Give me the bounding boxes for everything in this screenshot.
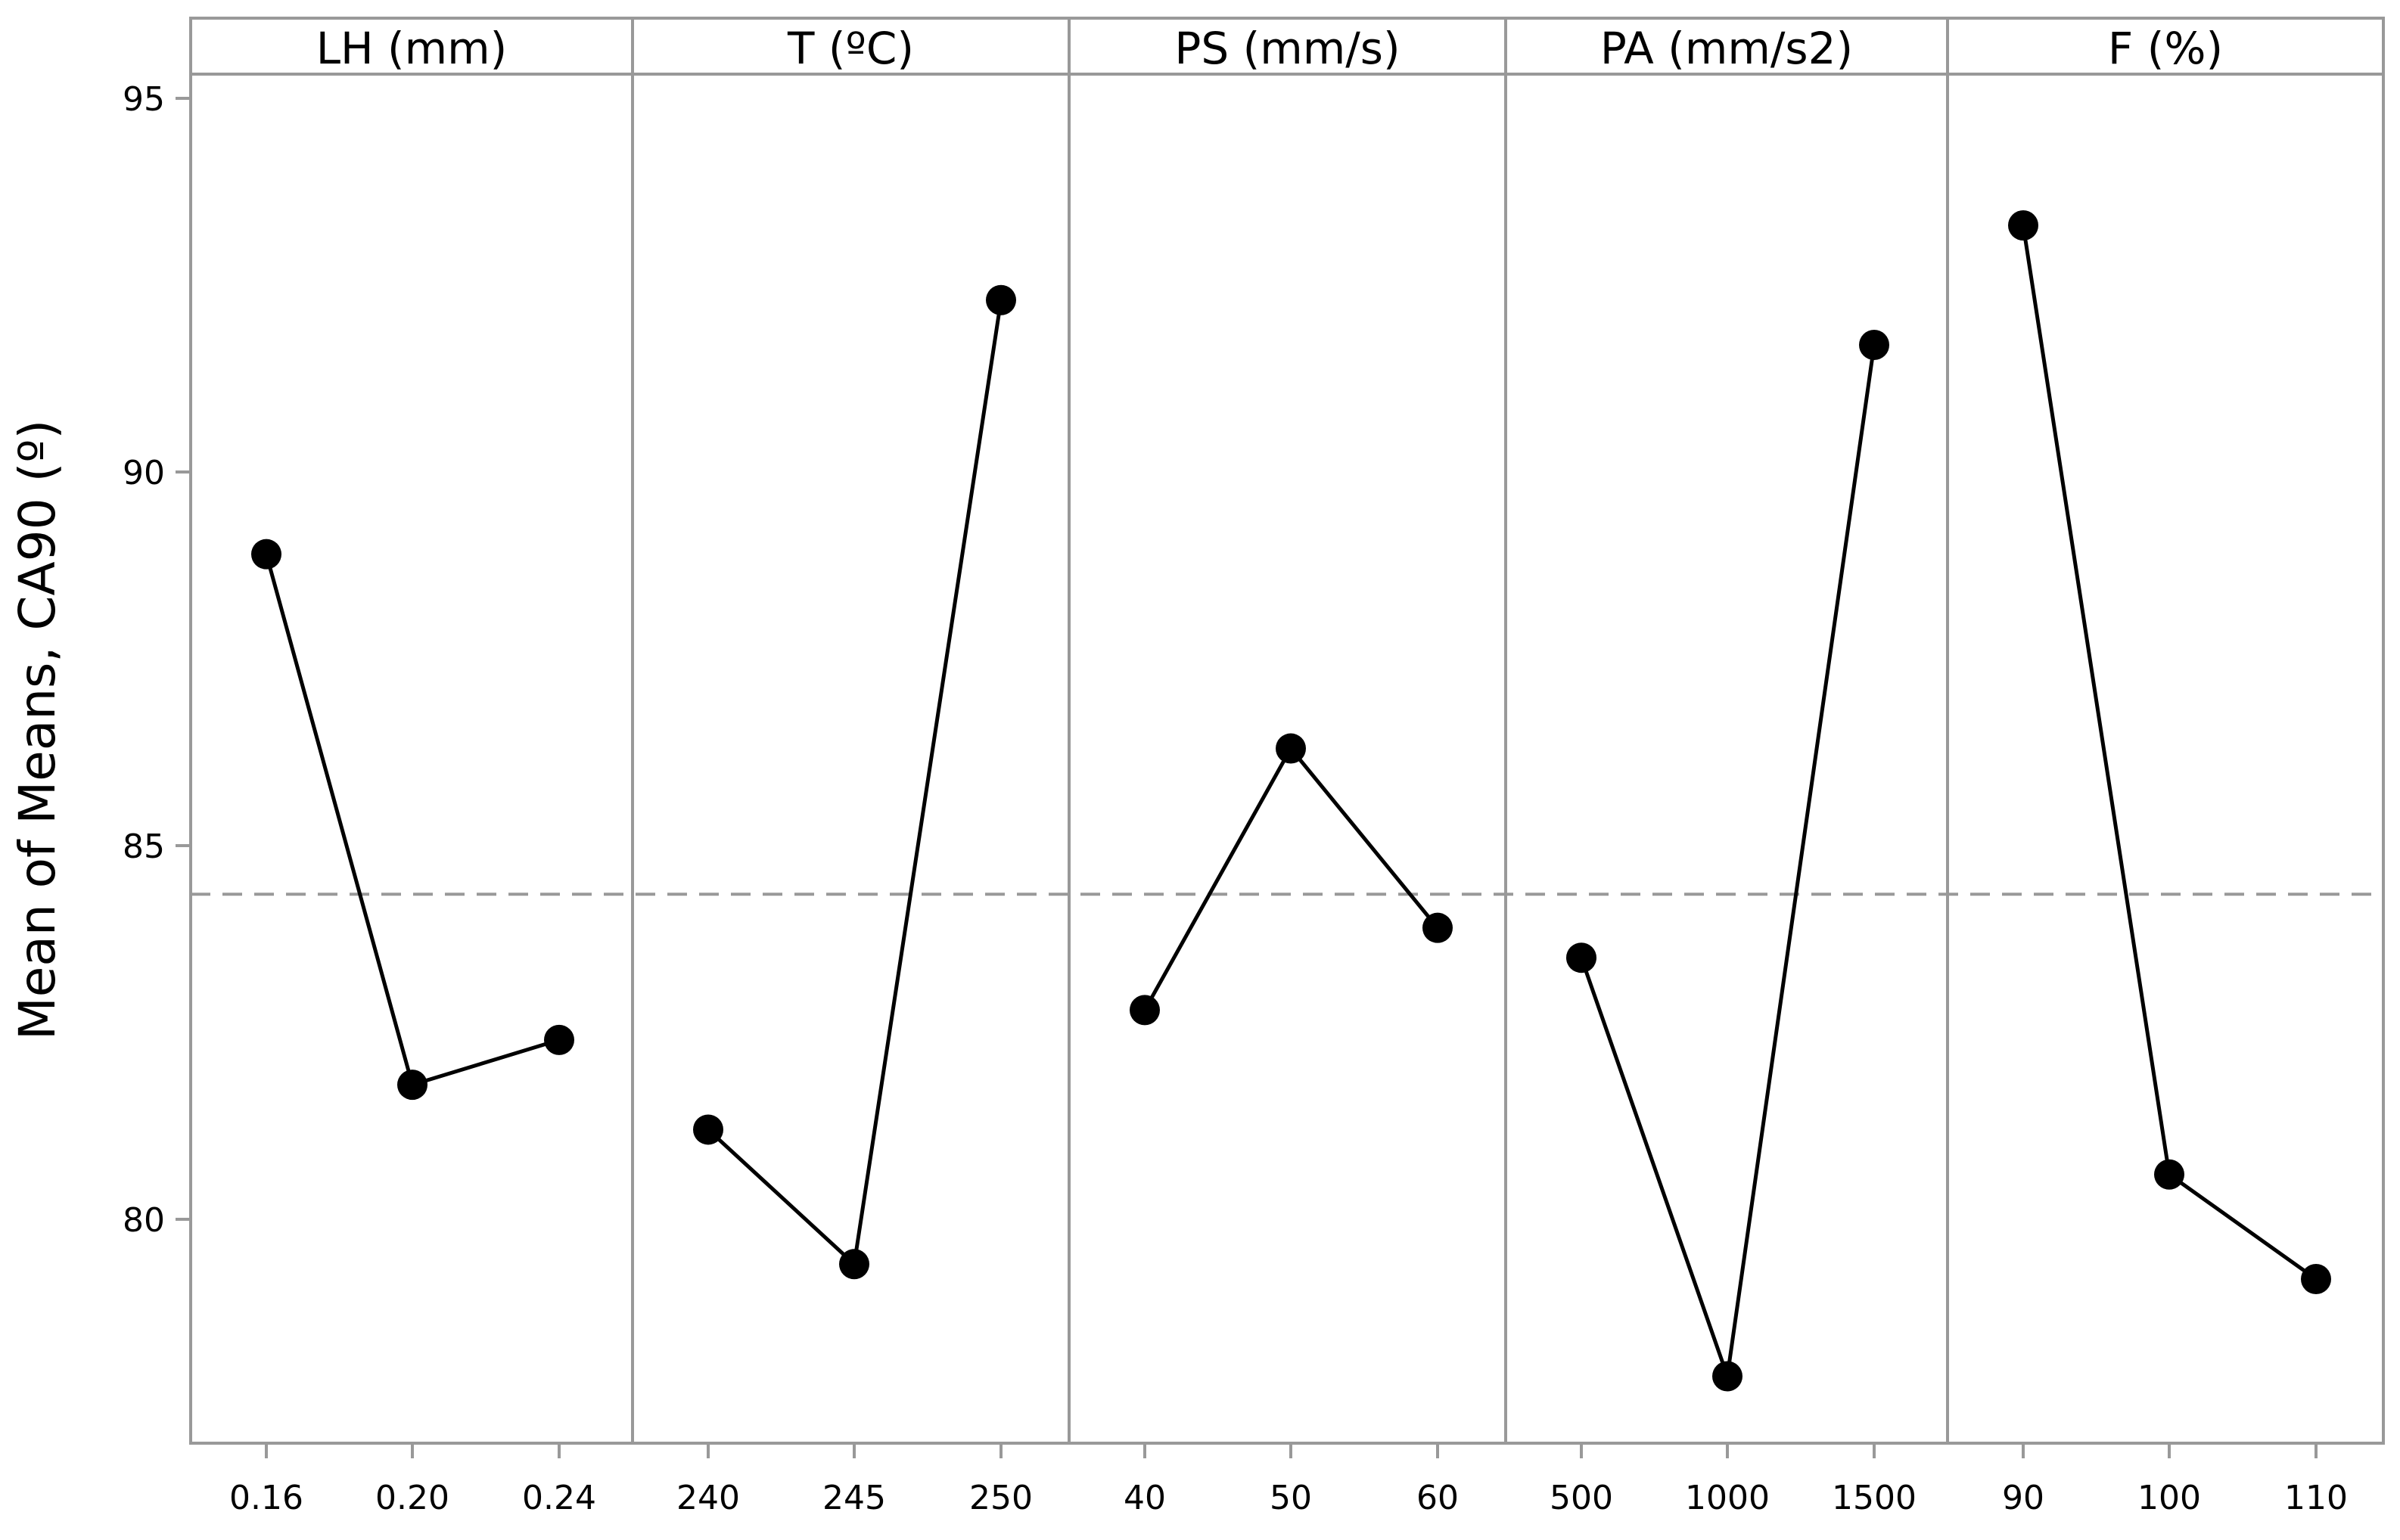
data-point <box>1859 330 1889 361</box>
plot-border <box>189 17 2385 1445</box>
series-line <box>2021 225 2318 1281</box>
series-line <box>264 554 560 1088</box>
data-point <box>1712 1361 1742 1392</box>
x-tick-label: 90 <box>2002 1479 2044 1517</box>
x-tick-label: 245 <box>822 1479 886 1517</box>
x-tick-label: 0.20 <box>375 1479 449 1517</box>
y-tick-label: 85 <box>123 827 165 866</box>
y-tick-label: 95 <box>123 80 165 119</box>
data-point <box>251 539 281 570</box>
data-point <box>1566 942 1596 973</box>
y-axis: 80 85 90 95 <box>123 80 191 1240</box>
x-tick-label: 60 <box>1416 1479 1459 1517</box>
x-tick-label: 1000 <box>1685 1479 1770 1517</box>
y-tick-label: 80 <box>123 1201 165 1240</box>
x-tick-label: 0.24 <box>522 1479 596 1517</box>
data-point <box>397 1070 427 1101</box>
x-tick-label: 240 <box>676 1479 740 1517</box>
panel-title: LH (mm) <box>316 23 508 74</box>
data-point <box>986 284 1016 315</box>
data-point <box>2301 1264 2331 1295</box>
panel-3: PS (mm/s) 40 50 60 <box>1124 23 1459 1517</box>
panel-title: PS (mm/s) <box>1174 23 1400 74</box>
panels: LH (mm) 0.16 0.20 0.24 T (ºC) 240 245 250 PS (mm… <box>229 23 2348 1517</box>
y-axis-title: Mean of Means, CA90 (º) <box>8 420 67 1040</box>
panel-title: F (%) <box>2108 23 2223 74</box>
data-point <box>1276 733 1306 764</box>
x-tick-label: 250 <box>969 1479 1033 1517</box>
panel-4: PA (mm/s2) 500 1000 1500 <box>1550 23 1917 1517</box>
data-point <box>839 1249 869 1280</box>
x-tick-label: 100 <box>2137 1479 2201 1517</box>
plot-frame <box>189 17 2385 1445</box>
panel-title: PA (mm/s2) <box>1600 23 1853 74</box>
x-tick-label: 110 <box>2284 1479 2348 1517</box>
series-line <box>1142 745 1439 1011</box>
data-point <box>2154 1159 2184 1190</box>
data-point <box>2008 210 2038 241</box>
x-tick-label: 40 <box>1124 1479 1166 1517</box>
data-point <box>693 1114 723 1145</box>
x-tick-label: 50 <box>1270 1479 1312 1517</box>
data-point <box>544 1024 574 1055</box>
panel-1: LH (mm) 0.16 0.20 0.24 <box>229 23 596 1517</box>
panel-2: T (ºC) 240 245 250 <box>676 23 1033 1517</box>
x-tick-label: 0.16 <box>229 1479 303 1517</box>
series-line <box>1579 344 1876 1377</box>
series-line <box>707 300 1003 1268</box>
panel-5: F (%) 90 100 110 <box>2002 23 2348 1517</box>
panel-title: T (ºC) <box>787 23 914 74</box>
y-tick-label: 90 <box>123 454 165 492</box>
data-point <box>1130 995 1160 1026</box>
x-tick-label: 500 <box>1550 1479 1613 1517</box>
x-tick-label: 1500 <box>1832 1479 1917 1517</box>
data-point <box>1422 912 1453 943</box>
